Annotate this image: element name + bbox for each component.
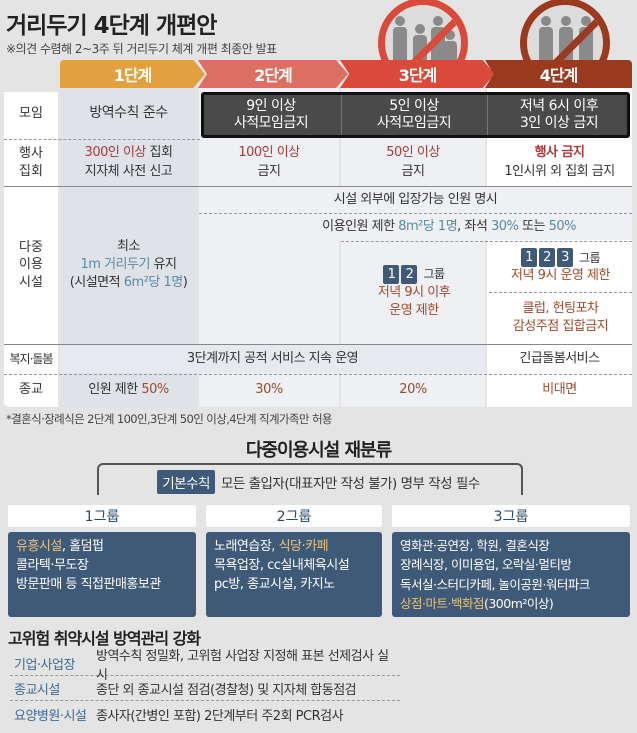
gathering-stage3: 5인 이상 사적모임금지 bbox=[376, 98, 452, 131]
management-title: 고위험 취약시설 방역관리 강화 bbox=[8, 629, 201, 648]
gathering-divider bbox=[341, 95, 342, 135]
events-stage1: 300인 이상 집회 지자체 사전 신고 bbox=[84, 145, 173, 179]
gathering-stage4: 저녁 6시 이후 3인 이상 금지 bbox=[519, 98, 599, 131]
row-divider bbox=[4, 374, 632, 375]
facilities-span-capacity: 이용인원 제한 8m²당 1명, 좌석 30% 또는 50% bbox=[199, 214, 632, 240]
basic-rule: 기본수칙 모든 출입자(대표자만 작성 불가) 명부 작성 필수 bbox=[0, 470, 637, 494]
row-label-gathering: 모임 bbox=[4, 92, 58, 136]
group-3-box: 영화관·공연장, 학원, 결혼식장 장례식장, 이미용업, 오락실·멀티방 독서… bbox=[392, 532, 630, 617]
stage-1-header: 1단계 bbox=[60, 60, 205, 88]
page-subtitle: ※의견 수렴해 2~3주 뒤 거리두기 체계 개편 최종안 발표 bbox=[6, 42, 277, 56]
group-1-box: 유흥시설, 홀덤펍 콜라텍·무도장 방문판매 등 직접판매홍보관 bbox=[8, 532, 196, 617]
facilities-stage3: 1 2 그룹 저녁 9시 이후 운영 제한 bbox=[377, 264, 451, 318]
gathering-divider bbox=[487, 95, 488, 135]
religion-stage4: 비대면 bbox=[542, 381, 577, 397]
management-row: 요양병원·시설 종사자(간병인 포함) 2단계부터 주2회 PCR검사 bbox=[14, 708, 344, 724]
row-divider bbox=[489, 292, 632, 293]
row-label-events: 행사 집회 bbox=[4, 140, 58, 185]
reclass-title: 다중이용시설 재분류 bbox=[245, 440, 392, 461]
row-divider bbox=[199, 213, 632, 214]
events-stage4: 행사 금지 1인시위 외 집회 금지 bbox=[504, 145, 615, 179]
welfare-stage4: 긴급돌봄서비스 bbox=[519, 350, 600, 366]
gathering-stage2-4-box bbox=[201, 92, 630, 138]
facilities-span-top: 시설 외부에 입장가능 인원 명시 bbox=[199, 187, 632, 213]
events-stage3: 50인 이상 금지 bbox=[386, 145, 440, 179]
facilities-stage1: 최소 1m 거리두기 유지 (시설면적 6m²당 1명) bbox=[69, 238, 188, 291]
management-row: 기업·사업장 방역수칙 정밀화, 고위험 사업장 지정해 표본 선제검사 실시 bbox=[10, 649, 400, 683]
basic-rule-bracket bbox=[97, 463, 523, 495]
facilities-stage4-clubs: 클럽, 헌팅포차 감성주점 집합금지 bbox=[489, 293, 632, 343]
religion-stage3: 20% bbox=[399, 381, 427, 397]
row-label-facilities: 다중 이용 시설 bbox=[4, 187, 58, 343]
row-label-religion: 종교 bbox=[4, 375, 58, 405]
group-1-header: 1그룹 bbox=[8, 505, 196, 527]
events-stage2: 100인 이상 금지 bbox=[238, 145, 300, 179]
basic-rule-badge: 기본수칙 bbox=[157, 470, 215, 494]
management-row: 종교시설 종단 외 종교시설 점검(경찰청) 및 지자체 합동점검 bbox=[10, 677, 400, 701]
group-3-header: 3그룹 bbox=[392, 505, 630, 527]
stage-3-header: 3단계 bbox=[340, 60, 495, 88]
row-divider bbox=[4, 139, 200, 140]
stage-4-header: 4단계 bbox=[485, 60, 632, 88]
row-divider bbox=[341, 241, 632, 242]
gathering-stage2: 9인 이상 사적모임금지 bbox=[233, 98, 309, 131]
stage-2-header: 2단계 bbox=[198, 60, 348, 88]
page-title: 거리두기 4단계 개편안 bbox=[6, 13, 217, 39]
group-2-box: 노래연습장, 식당·카페 목욕업장, cc실내체육시설 pc방, 종교시설, 카… bbox=[206, 532, 382, 617]
religion-stage1: 인원 제한 50% bbox=[88, 381, 169, 397]
gathering-stage1: 방역수칙 준수 bbox=[89, 105, 168, 122]
row-label-welfare: 복지·돌봄 bbox=[4, 345, 58, 373]
footnote: *결혼식·장례식은 2단계 100인,3단계 50인 이상,4단계 직계가족만 … bbox=[6, 412, 333, 426]
row-divider bbox=[4, 344, 632, 345]
group-2-header: 2그룹 bbox=[206, 505, 382, 527]
religion-stage2: 30% bbox=[255, 381, 283, 397]
welfare-stage1-3: 3단계까지 공적 서비스 지속 운영 bbox=[60, 345, 485, 373]
facilities-stage4-groups: 1 2 3 그룹 저녁 9시 운영 제한 bbox=[489, 242, 632, 292]
row-divider bbox=[4, 186, 632, 187]
